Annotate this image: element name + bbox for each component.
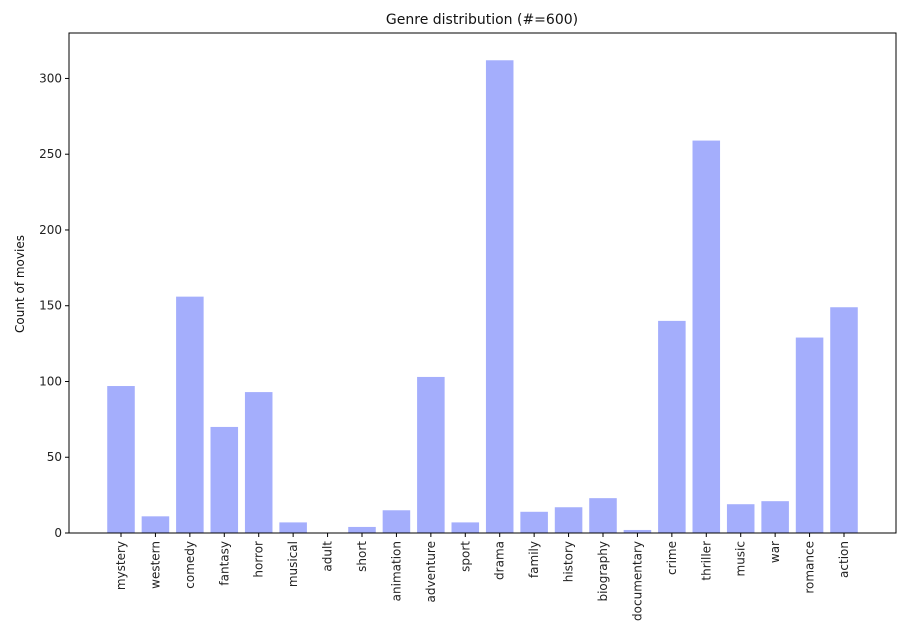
x-axis-ticks: mystery western comedy fantasy horror musical… (114, 533, 851, 621)
y-tick-label-0: 0 (54, 526, 62, 540)
bar-drama (485, 60, 514, 534)
bar-short (348, 526, 376, 533)
x-tick-label-musical: musical (286, 541, 300, 587)
x-tick-label-horror: horror (252, 541, 266, 578)
bar-musical (279, 522, 307, 533)
bar-animation (382, 510, 411, 533)
bar-war (761, 501, 789, 533)
x-tick-label-biography: biography (596, 541, 610, 602)
x-tick-label-crime: crime (665, 541, 679, 575)
x-tick-label-animation: animation (389, 541, 403, 601)
bar-thriller (692, 140, 721, 533)
x-tick-label-music: music (734, 541, 748, 576)
y-tick-label-200: 200 (39, 223, 62, 237)
x-tick-label-sport: sport (458, 541, 472, 572)
bars-group (107, 60, 858, 534)
bar-history (554, 507, 583, 533)
bar-documentary (623, 529, 652, 533)
bar-romance (795, 337, 824, 533)
bar-crime (658, 320, 686, 533)
bar-action (830, 307, 858, 533)
y-tick-label-300: 300 (39, 71, 62, 85)
x-tick-label-war: war (768, 541, 782, 563)
bar-fantasy (210, 426, 239, 533)
bar-western (141, 516, 170, 533)
x-tick-label-family: family (527, 541, 541, 578)
bar-mystery (107, 386, 135, 533)
bar-biography (589, 498, 617, 533)
bar-comedy (176, 296, 204, 533)
x-tick-label-comedy: comedy (183, 541, 197, 589)
y-tick-label-150: 150 (39, 299, 62, 313)
bar-family (520, 511, 548, 533)
x-tick-label-history: history (562, 541, 576, 582)
x-tick-label-action: action (837, 541, 851, 578)
x-tick-label-adult: adult (321, 541, 335, 572)
x-tick-label-short: short (355, 541, 369, 572)
y-axis-label: Count of movies (13, 235, 27, 333)
x-tick-label-adventure: adventure (424, 541, 438, 602)
plot-frame (68, 32, 897, 534)
bar-horror (244, 392, 273, 533)
bar-sport (451, 522, 480, 533)
y-tick-label-100: 100 (39, 374, 62, 388)
chart-title: Genre distribution (#=600) (386, 12, 578, 28)
y-tick-label-250: 250 (39, 147, 62, 161)
x-tick-label-fantasy: fantasy (217, 541, 231, 586)
bar-adventure (417, 376, 445, 533)
x-tick-label-drama: drama (493, 541, 507, 580)
x-tick-label-mystery: mystery (114, 541, 128, 590)
x-tick-label-documentary: documentary (630, 541, 644, 621)
y-tick-label-50: 50 (47, 450, 62, 464)
y-axis-ticks: 0 50 100 150 200 250 300 (39, 71, 69, 540)
bar-music (726, 504, 755, 533)
x-tick-label-western: western (148, 541, 162, 589)
x-tick-label-thriller: thriller (699, 541, 713, 581)
x-tick-label-romance: romance (803, 541, 817, 594)
